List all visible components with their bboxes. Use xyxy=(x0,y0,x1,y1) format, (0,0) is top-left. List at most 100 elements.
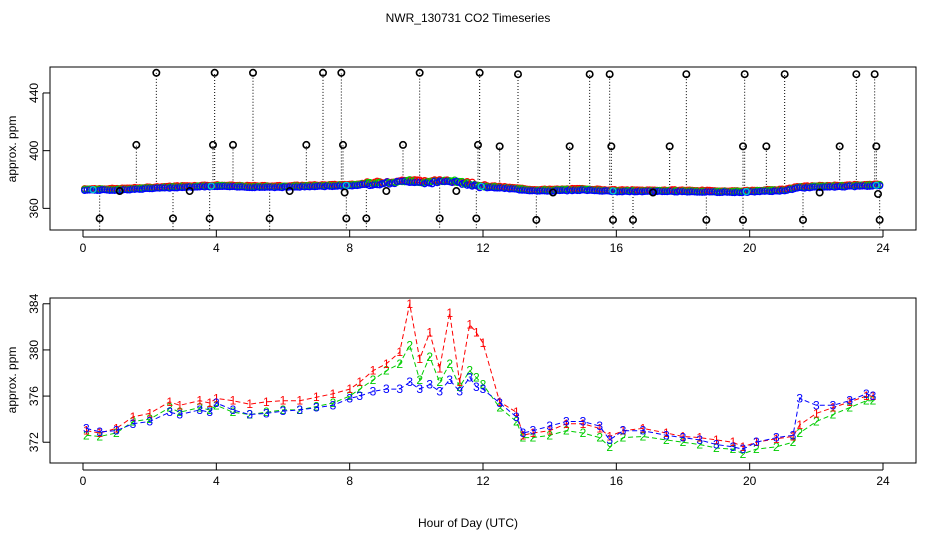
series-2-marker: 2 xyxy=(456,380,463,394)
series-1-marker: 1 xyxy=(330,387,337,401)
series-3-marker: 3 xyxy=(230,403,237,417)
series-2-marker: 2 xyxy=(113,426,120,440)
series-3-marker: 3 xyxy=(456,384,463,398)
series-2-marker: 2 xyxy=(713,441,720,455)
series-1-marker: 1 xyxy=(356,375,363,389)
bot-y-tick-label: 384 xyxy=(27,293,41,313)
top-point-flag xyxy=(872,181,880,189)
top-outlier-point xyxy=(648,188,657,197)
series-1-marker: 1 xyxy=(446,306,453,320)
series-1-marker: 1 xyxy=(870,389,877,403)
bot-x-tick-label: 8 xyxy=(346,474,353,488)
series-2-marker: 2 xyxy=(563,424,570,438)
series-3-marker: 3 xyxy=(370,384,377,398)
series-1-marker: 1 xyxy=(370,364,377,378)
top-outlier-point xyxy=(285,187,294,196)
series-1-marker: 1 xyxy=(263,395,270,409)
series-2-marker: 2 xyxy=(313,399,320,413)
series-2-marker: 2 xyxy=(870,394,877,408)
series-1-marker: 1 xyxy=(520,428,527,442)
series-3-marker: 3 xyxy=(563,414,570,428)
top-outlier-point xyxy=(95,214,104,223)
series-2-marker: 2 xyxy=(513,414,520,428)
top-outlier-point xyxy=(340,188,349,197)
series-1-marker: 1 xyxy=(680,429,687,443)
series-3-marker: 3 xyxy=(740,442,747,456)
series-2-marker: 2 xyxy=(436,375,443,389)
top-outlier-point xyxy=(780,70,789,79)
series-1-marker: 1 xyxy=(753,435,760,449)
series-3-marker: 3 xyxy=(640,424,647,438)
top-outlier-point xyxy=(815,188,824,197)
top-outlier-point xyxy=(740,70,749,79)
series-2-line xyxy=(86,343,873,455)
series-1-marker: 1 xyxy=(346,382,353,396)
top-outlier-point xyxy=(337,68,346,77)
series-3-marker: 3 xyxy=(863,387,870,401)
series-1-marker: 1 xyxy=(473,326,480,340)
series-2-marker: 2 xyxy=(466,364,473,378)
top-outlier-point xyxy=(318,68,327,77)
series-1-marker: 1 xyxy=(480,336,487,350)
series-2-marker: 2 xyxy=(206,403,213,417)
series-1-marker: 1 xyxy=(130,410,137,424)
series-2-marker: 2 xyxy=(696,438,703,452)
series-3-marker: 3 xyxy=(426,378,433,392)
top-point-s3 xyxy=(876,182,884,190)
series-2-marker: 2 xyxy=(96,429,103,443)
series-2-marker: 2 xyxy=(680,435,687,449)
series-1-marker: 1 xyxy=(830,401,837,415)
series-3-marker: 3 xyxy=(113,424,120,438)
series-1-marker: 1 xyxy=(606,429,613,443)
series-2-marker: 2 xyxy=(530,431,537,445)
top-outlier-point xyxy=(342,214,351,223)
series-1-marker: 1 xyxy=(246,397,253,411)
series-1-marker: 1 xyxy=(530,426,537,440)
top-outlier-point xyxy=(762,142,771,151)
series-3-marker: 3 xyxy=(356,389,363,403)
series-3-marker: 3 xyxy=(620,424,627,438)
series-3-marker: 3 xyxy=(96,425,103,439)
series-1-marker: 1 xyxy=(176,398,183,412)
series-3-marker: 3 xyxy=(773,431,780,445)
series-3-marker: 3 xyxy=(713,438,720,452)
top-outlier-point xyxy=(548,188,557,197)
top-outlier-point xyxy=(475,68,484,77)
series-3-marker: 3 xyxy=(530,424,537,438)
series-2-marker: 2 xyxy=(730,442,737,456)
top-point-flag xyxy=(742,187,750,196)
series-1-marker: 1 xyxy=(280,394,287,408)
top-x-tick-label: 0 xyxy=(80,241,87,255)
series-3-marker: 3 xyxy=(130,417,137,431)
bot-x-tick-label: 24 xyxy=(876,474,890,488)
top-outlier-point xyxy=(398,140,407,149)
series-1-marker: 1 xyxy=(296,394,303,408)
series-2-marker: 2 xyxy=(176,405,183,419)
top-outlier-point xyxy=(473,140,482,149)
series-2-marker: 2 xyxy=(280,403,287,417)
series-2-marker: 2 xyxy=(606,440,613,454)
series-1-marker: 1 xyxy=(740,440,747,454)
top-outlier-point xyxy=(628,215,637,224)
series-3-marker: 3 xyxy=(520,426,527,440)
top-outlier-point xyxy=(382,187,391,196)
top-outlier-point xyxy=(565,142,574,151)
series-3-marker: 3 xyxy=(513,410,520,424)
series-3-marker: 3 xyxy=(466,371,473,385)
top-outlier-point xyxy=(205,214,214,223)
series-1-marker: 1 xyxy=(813,406,820,420)
series-1-marker: 1 xyxy=(406,297,413,311)
series-2-marker: 2 xyxy=(146,412,153,426)
top-outlier-point xyxy=(872,142,881,151)
top-point-flag xyxy=(89,185,97,194)
series-2-marker: 2 xyxy=(830,408,837,422)
series-2-marker: 2 xyxy=(620,431,627,445)
series-2-marker: 2 xyxy=(166,401,173,415)
bot-y-tick-label: 380 xyxy=(27,340,41,360)
top-outlier-point xyxy=(870,70,879,79)
top-outlier-point xyxy=(798,215,807,224)
series-2-marker: 2 xyxy=(330,396,337,410)
series-2-marker: 2 xyxy=(773,440,780,454)
series-3-marker: 3 xyxy=(213,396,220,410)
